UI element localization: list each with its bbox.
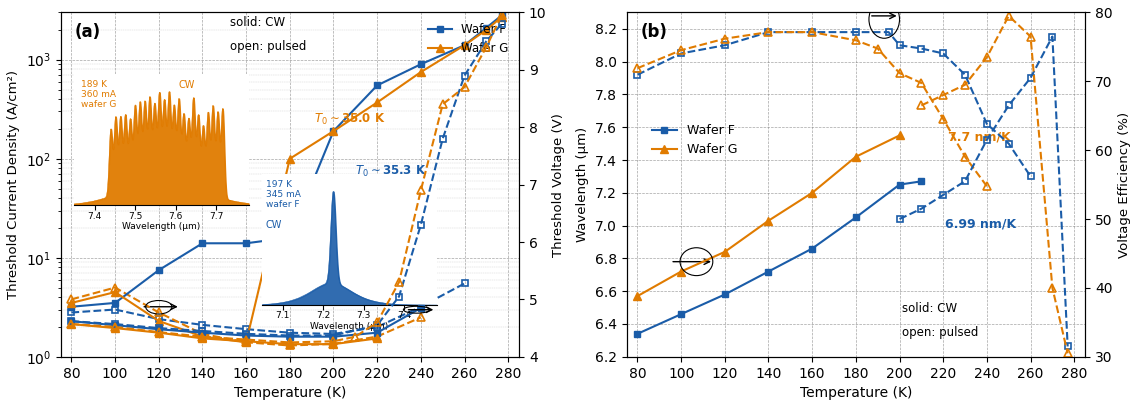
Text: $T_0$$\sim$35.0 K: $T_0$$\sim$35.0 K [314,112,386,127]
Y-axis label: Threshold Voltage (V): Threshold Voltage (V) [552,113,566,256]
Text: open: pulsed: open: pulsed [901,326,978,339]
Text: 7.7 nm/K: 7.7 nm/K [948,130,1011,143]
Text: open: pulsed: open: pulsed [230,40,306,53]
Y-axis label: Threshold Current Density (A/cm²): Threshold Current Density (A/cm²) [7,70,20,299]
Text: $T_0$$\sim$35.3 K: $T_0$$\sim$35.3 K [355,164,427,179]
Text: (b): (b) [641,23,667,41]
Y-axis label: Wavelength (μm): Wavelength (μm) [576,127,589,242]
Text: solid: CW: solid: CW [901,302,957,315]
X-axis label: Temperature (K): Temperature (K) [233,386,346,400]
Text: 6.99 nm/K: 6.99 nm/K [946,217,1016,230]
Text: (a): (a) [74,23,100,41]
Text: solid: CW: solid: CW [230,16,286,29]
Legend: Wafer F, Wafer G: Wafer F, Wafer G [646,119,742,161]
X-axis label: Temperature (K): Temperature (K) [800,386,912,400]
Legend: Wafer F, Wafer G: Wafer F, Wafer G [423,18,513,60]
Y-axis label: Voltage Efficiency (%): Voltage Efficiency (%) [1118,112,1131,258]
